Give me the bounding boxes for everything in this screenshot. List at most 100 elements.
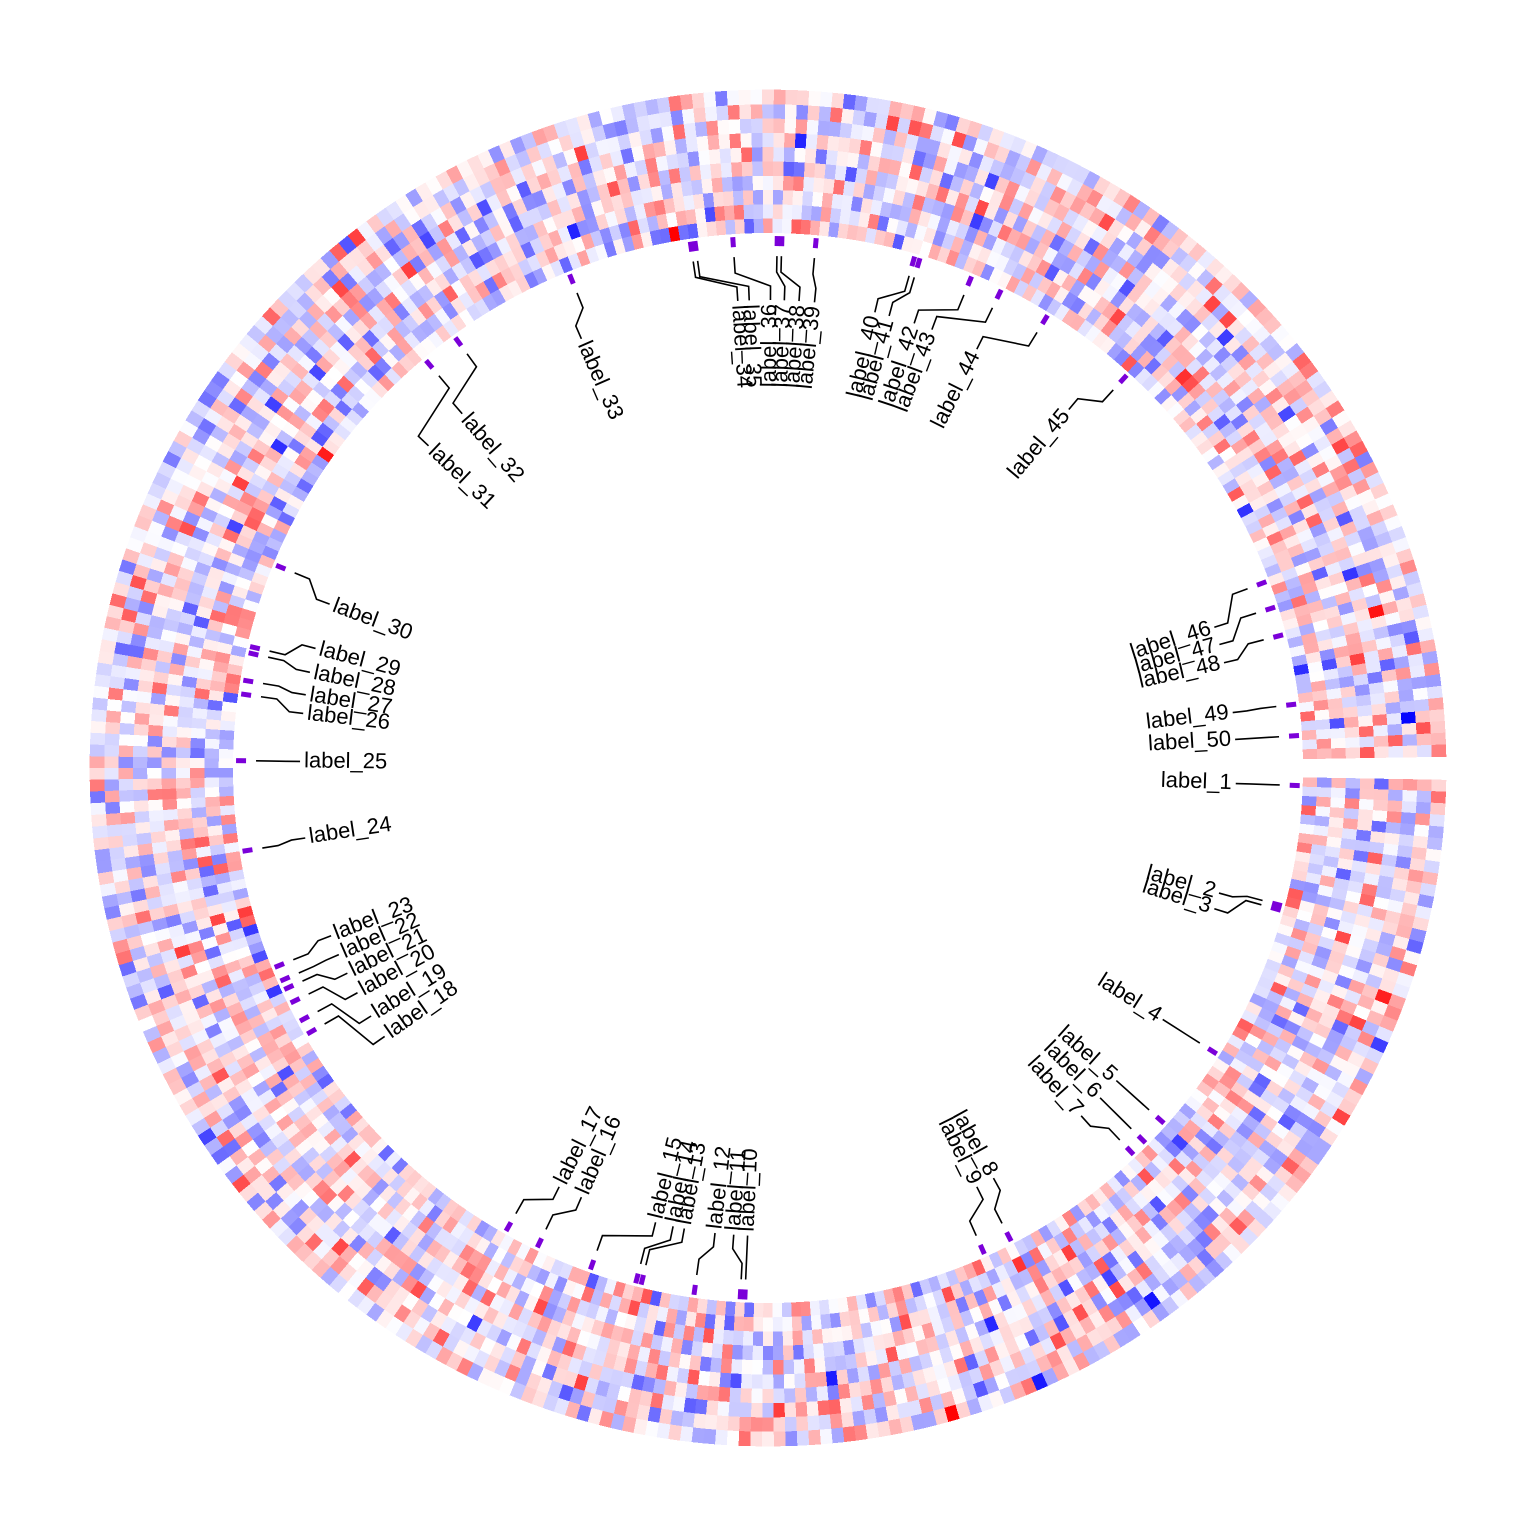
- heatmap-cell: [1018, 202, 1035, 221]
- heatmap-cell: [1152, 269, 1171, 288]
- heatmap-cell: [261, 479, 280, 497]
- heatmap-cell: [1361, 938, 1380, 954]
- heatmap-cell: [248, 539, 266, 555]
- heatmap-cell: [855, 1294, 868, 1311]
- heatmap-cell: [1292, 1001, 1310, 1018]
- heatmap-cell: [1194, 1230, 1214, 1250]
- heatmap-cell: [895, 1300, 909, 1317]
- heatmap-cell: [349, 1157, 368, 1176]
- heatmap-cell: [1256, 1039, 1275, 1057]
- heatmap-cell: [739, 118, 752, 134]
- heatmap-cell: [1230, 437, 1249, 455]
- heatmap-cell: [1219, 310, 1238, 330]
- heatmap-cell: [456, 208, 474, 227]
- heatmap-cell: [1129, 1174, 1148, 1193]
- heatmap-cell: [356, 239, 375, 259]
- heatmap-cell: [1167, 1157, 1186, 1176]
- heatmap-cell: [1375, 942, 1393, 958]
- heatmap-cell: [367, 363, 386, 382]
- heatmap-cell: [495, 1328, 512, 1347]
- heatmap-cell: [384, 308, 403, 328]
- heatmap-cell: [106, 698, 123, 712]
- heatmap-cell: [510, 1272, 527, 1291]
- heatmap-cell: [275, 334, 295, 354]
- heatmap-cell: [751, 118, 764, 134]
- heatmap-cell: [321, 1080, 340, 1098]
- heatmap-cell: [256, 998, 274, 1014]
- heatmap-cell: [892, 233, 906, 250]
- heatmap-cell: [694, 1399, 708, 1415]
- label-connector: [1214, 587, 1248, 629]
- heatmap-cell: [658, 1292, 672, 1309]
- heatmap-cell: [1321, 658, 1338, 672]
- heatmap-cell: [658, 1408, 673, 1425]
- heatmap-cell: [270, 1130, 289, 1149]
- heatmap-cell: [482, 293, 499, 311]
- label-connector: [302, 972, 348, 982]
- heatmap-cell: [1359, 778, 1375, 790]
- heatmap-cell: [817, 120, 831, 136]
- heatmap-cell: [1345, 747, 1361, 759]
- heatmap-cell: [344, 325, 363, 344]
- heatmap-cell: [216, 441, 236, 460]
- heatmap-cell: [253, 1200, 273, 1220]
- heatmap-cell: [1247, 298, 1267, 318]
- heatmap-cell: [181, 675, 198, 689]
- heatmap-cell: [864, 1350, 878, 1367]
- heatmap-cell: [328, 1273, 348, 1294]
- heatmap-cell: [140, 864, 157, 878]
- heatmap-cell: [1385, 701, 1402, 715]
- heatmap-cell: [869, 1378, 884, 1395]
- heatmap-cell: [1062, 208, 1080, 228]
- heatmap-cell: [216, 641, 233, 655]
- heatmap-cell: [1419, 639, 1437, 654]
- label-connector: [775, 256, 786, 301]
- heatmap-cell: [252, 386, 272, 405]
- heatmap-cell: [1354, 839, 1371, 853]
- heatmap-cell: [1431, 744, 1447, 757]
- heatmap-cell: [226, 859, 243, 873]
- heatmap-cell: [1282, 1130, 1302, 1149]
- heatmap-cell: [383, 1226, 402, 1245]
- heatmap-cell: [1374, 746, 1390, 758]
- heatmap-cell: [1313, 1084, 1332, 1102]
- heatmap-cell: [426, 242, 445, 262]
- heatmap-cell: [968, 151, 985, 170]
- heatmap-cell: [1395, 855, 1412, 870]
- heatmap-cell: [1212, 1233, 1232, 1253]
- heatmap-cell: [1194, 1128, 1213, 1147]
- heatmap-cell: [175, 457, 195, 475]
- heatmap-cell: [426, 1274, 444, 1293]
- heatmap-cell: [1160, 394, 1179, 412]
- heatmap-cell: [231, 342, 251, 362]
- heatmap-cell: [1127, 267, 1145, 286]
- heatmap-cell: [1202, 422, 1220, 440]
- heatmap-cell: [1224, 404, 1243, 423]
- heatmap-cell: [1188, 1177, 1207, 1196]
- heatmap-cell: [875, 171, 889, 188]
- heatmap-cell: [1195, 287, 1214, 306]
- heatmap-cell: [408, 1244, 426, 1264]
- heatmap-label: label_35: [739, 304, 767, 388]
- heatmap-cell: [1109, 307, 1127, 326]
- heatmap-cell: [161, 777, 177, 790]
- heatmap-cell: [216, 881, 233, 895]
- heatmap-cell: [867, 1364, 881, 1381]
- heatmap-cell: [466, 203, 484, 222]
- label-connector: [780, 256, 801, 302]
- heatmap-cell: [819, 1313, 832, 1330]
- heatmap-cell: [1355, 829, 1372, 843]
- heatmap-cell: [752, 175, 764, 191]
- heatmap-cell: [441, 1233, 459, 1252]
- heatmap-cell: [1216, 1146, 1235, 1165]
- heatmap-cell: [1246, 1218, 1267, 1238]
- heatmap-cell: [321, 268, 341, 288]
- heatmap-cell: [188, 1054, 207, 1072]
- heatmap-cell: [1349, 870, 1366, 884]
- heatmap-cell: [971, 1259, 987, 1277]
- heatmap-cell: [953, 1357, 969, 1375]
- heatmap-cell: [1295, 406, 1315, 425]
- heatmap-cell: [400, 296, 419, 315]
- heatmap-cell: [1368, 841, 1385, 855]
- heatmap-cell: [427, 1292, 446, 1311]
